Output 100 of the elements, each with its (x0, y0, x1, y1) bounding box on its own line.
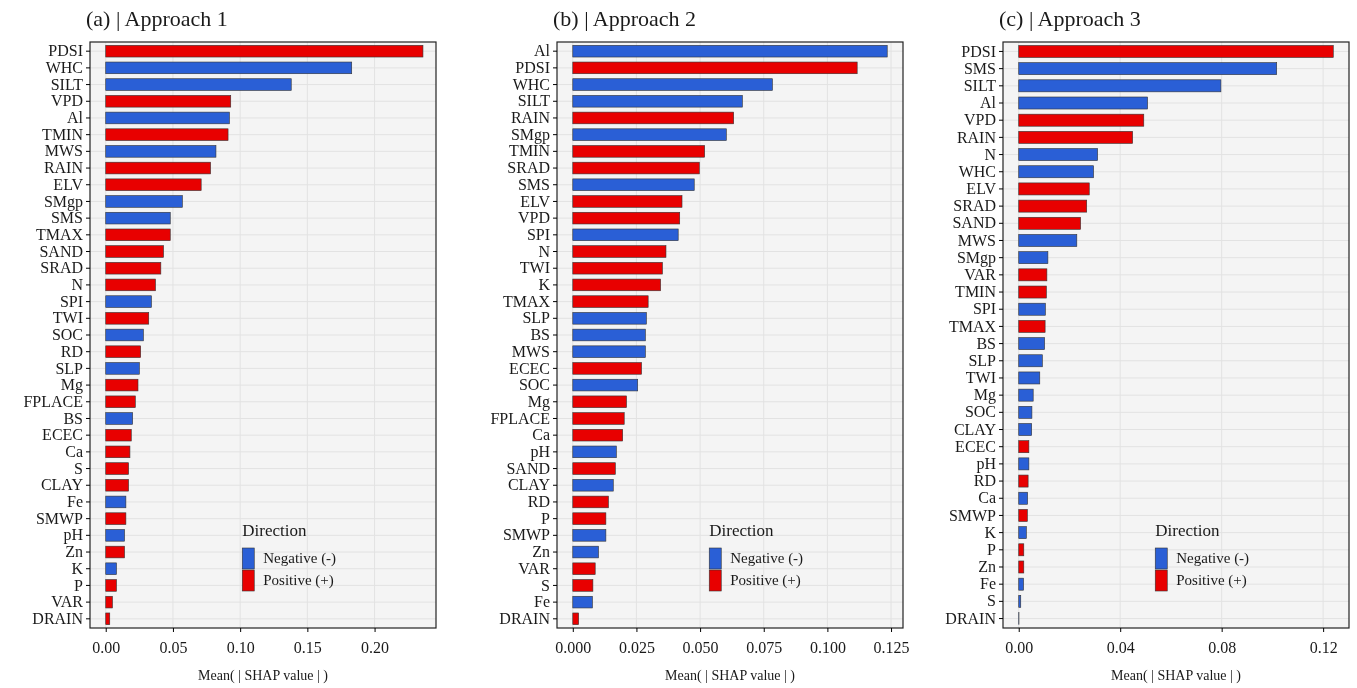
y-tick-label: RAIN (956, 128, 997, 146)
y-tick-label: SPI (526, 225, 550, 243)
bar (105, 262, 162, 275)
bar (572, 345, 646, 358)
legend-label: Positive (+) (730, 572, 801, 589)
y-tick-label: BS (530, 326, 550, 344)
bar (105, 195, 183, 208)
bar (105, 495, 127, 509)
y-tick-label: Zn (978, 558, 996, 576)
y-tick-label: SLP (968, 351, 997, 369)
y-tick-label: Al (534, 42, 551, 60)
x-tick-label: 0.20 (361, 638, 390, 656)
y-tick-label: ELV (53, 175, 84, 193)
bar (1018, 165, 1094, 179)
y-tick-label: SMgp (510, 125, 550, 144)
y-tick-label: WHC (958, 162, 996, 180)
y-tick-label: SAND (952, 214, 996, 232)
bar (105, 479, 129, 492)
bar (105, 111, 230, 125)
bar (105, 595, 113, 609)
y-tick-label: ELV (966, 180, 997, 198)
y-tick-label: WHC (512, 75, 550, 93)
bar (105, 78, 292, 91)
bar (105, 395, 136, 408)
bar (1018, 457, 1030, 471)
bar (1018, 216, 1081, 230)
y-tick-label: TMAX (502, 292, 551, 310)
bar (1018, 354, 1043, 368)
bar (1018, 337, 1045, 350)
bar (1018, 113, 1145, 127)
chart-title: (c) | Approach 3 (999, 6, 1141, 31)
bar (572, 262, 663, 275)
bar (572, 178, 695, 191)
y-tick-label: DRAIN (32, 609, 84, 627)
bar (1018, 234, 1078, 247)
y-tick-label: Al (980, 94, 997, 112)
y-tick-label: ECEC (955, 437, 996, 455)
y-tick-label: SMS (517, 175, 550, 193)
y-tick-label: TMIN (955, 283, 997, 301)
y-tick-label: MWS (511, 342, 550, 360)
y-tick-label: Fe (534, 593, 550, 611)
y-tick-label: DRAIN (945, 609, 997, 627)
bar (572, 595, 593, 609)
y-tick-label: ECEC (42, 426, 83, 444)
legend-label: Positive (+) (1176, 572, 1247, 589)
bar (572, 512, 607, 525)
bar (105, 211, 171, 225)
bar (1018, 251, 1049, 264)
bar (572, 545, 599, 559)
y-tick-label: Ca (532, 426, 550, 444)
bar (105, 529, 125, 542)
bar (1018, 79, 1222, 93)
y-tick-label: RAIN (43, 159, 84, 177)
bar (105, 545, 125, 559)
y-tick-label: TMIN (42, 125, 84, 143)
y-tick-label: SMgp (956, 248, 996, 267)
bar (1018, 543, 1025, 557)
y-tick-label: RAIN (510, 109, 551, 127)
x-tick-label: 0.00 (92, 638, 121, 656)
y-tick-label: BS (63, 409, 83, 427)
bar (1018, 302, 1046, 316)
y-tick-label: P (987, 540, 997, 558)
y-tick-label: PDSI (48, 42, 83, 60)
bar (572, 612, 579, 625)
y-tick-label: CLAY (40, 476, 84, 494)
bar (105, 362, 140, 375)
y-tick-label: MWS (44, 142, 83, 160)
bar (1018, 577, 1024, 591)
x-axis-title: Mean( | SHAP value | ) (665, 668, 796, 684)
y-tick-label: SPI (59, 292, 83, 310)
y-tick-label: pH (976, 455, 997, 474)
y-tick-label: SPI (972, 300, 996, 318)
y-tick-label: SOC (51, 326, 83, 344)
bar (572, 95, 743, 108)
legend-title: Direction (709, 521, 774, 540)
x-tick-label: 0.050 (682, 638, 719, 656)
y-tick-label: PDSI (515, 59, 550, 76)
bar (1018, 560, 1025, 574)
y-tick-label: VPD (517, 209, 550, 227)
y-tick-label: SMWP (502, 526, 551, 544)
bar (105, 378, 139, 392)
y-tick-label: VPD (963, 111, 996, 129)
y-tick-label: SILT (50, 75, 84, 93)
y-tick-label: SILT (517, 92, 551, 110)
y-tick-label: P (74, 576, 84, 594)
bar (572, 562, 596, 575)
bar (105, 245, 164, 258)
y-tick-label: Fe (67, 493, 83, 511)
bar (572, 78, 773, 91)
bar (105, 161, 211, 175)
bar (105, 128, 229, 141)
y-tick-label: Al (67, 109, 84, 127)
y-tick-label: SLP (522, 309, 551, 327)
bar (572, 161, 700, 175)
y-tick-label: Mg (973, 386, 996, 405)
bar (572, 228, 679, 241)
y-tick-label: Zn (532, 543, 550, 561)
bar (572, 245, 667, 258)
legend-label: Negative (-) (1176, 550, 1250, 567)
bar (1018, 182, 1090, 196)
